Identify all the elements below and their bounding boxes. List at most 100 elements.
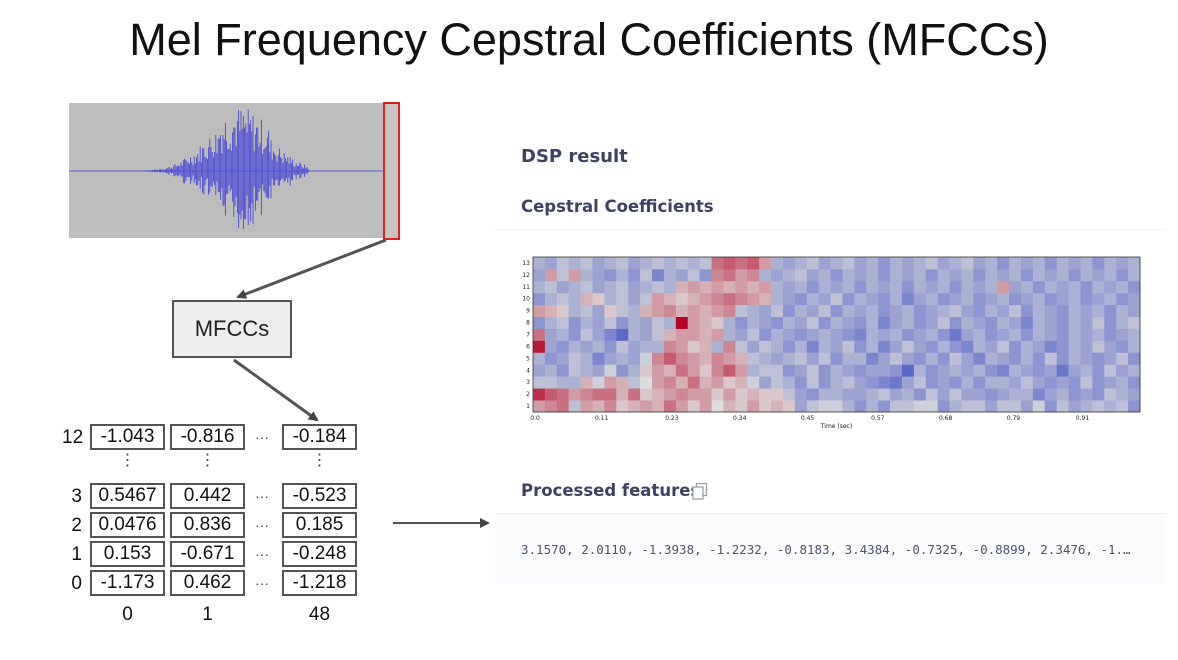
heatmap-cell	[949, 400, 962, 413]
heatmap-cell	[544, 268, 558, 282]
heatmap-cell	[652, 304, 665, 318]
heatmap-cell	[1104, 316, 1117, 329]
heatmap-cell	[997, 292, 1010, 306]
heatmap-cell	[544, 257, 558, 270]
heatmap-cell	[735, 376, 748, 389]
heatmap-cell	[759, 268, 772, 282]
heatmap-cell	[675, 388, 689, 401]
heatmap-cell	[723, 328, 736, 341]
heatmap-cell	[711, 316, 724, 329]
heatmap-cell	[890, 400, 903, 413]
heatmap-cell	[901, 328, 915, 341]
heatmap-cell	[1044, 352, 1058, 365]
heatmap-cell	[652, 328, 665, 341]
heatmap-cell	[1080, 257, 1093, 270]
matrix-row-label: 3	[71, 486, 82, 507]
heatmap-cell	[663, 388, 677, 401]
heatmap-cell	[723, 316, 736, 329]
heatmap-cell	[925, 388, 939, 401]
heatmap-cell	[568, 400, 582, 413]
heatmap-cell	[747, 304, 760, 318]
heatmap-cell	[937, 280, 950, 294]
heatmap-cell	[735, 364, 748, 377]
heatmap-cell	[699, 280, 712, 294]
heatmap-cell	[568, 304, 582, 318]
heatmap-cell	[913, 376, 927, 389]
heatmap-cell	[747, 376, 760, 389]
heatmap-cell	[866, 328, 879, 341]
heatmap-cell	[1009, 376, 1022, 389]
heatmap-cell	[1044, 340, 1058, 353]
heatmap-cell	[675, 280, 689, 294]
heatmap-cell	[663, 280, 677, 294]
heatmap-cell	[890, 340, 903, 353]
heatmap-cell	[890, 364, 903, 377]
heatmap-cell	[663, 257, 677, 270]
heatmap-cell	[687, 316, 701, 329]
heatmap-cell	[759, 316, 772, 329]
heatmap-cell	[1032, 364, 1046, 377]
heatmap-cell	[580, 400, 593, 413]
copy-icon[interactable]	[692, 482, 708, 501]
heatmap-cell	[842, 364, 855, 377]
heatmap-cell	[1032, 352, 1046, 365]
heatmap-cell	[1128, 268, 1141, 282]
heatmap-cell	[699, 364, 712, 377]
matrix-cell: -0.523	[282, 483, 357, 509]
heatmap-cell	[961, 304, 974, 318]
heatmap-cell	[1068, 376, 1081, 389]
heatmap-cell	[830, 257, 843, 270]
heatmap-cell	[937, 316, 950, 329]
heatmap-cell	[949, 376, 962, 389]
heatmap-cell	[533, 328, 546, 341]
heatmap-cell	[854, 352, 867, 365]
heatmap-cell	[1009, 304, 1022, 318]
heatmap-cell	[687, 340, 701, 353]
heatmap-cell	[1128, 376, 1141, 389]
heatmap-cell	[711, 328, 724, 341]
heatmap-cell	[806, 400, 820, 413]
heatmap-cell	[997, 400, 1010, 413]
heatmap-cell	[806, 292, 820, 306]
heatmap-cell	[735, 400, 748, 413]
heatmap-cell	[782, 376, 796, 389]
heatmap-cell	[663, 340, 677, 353]
heatmap-cell	[901, 304, 915, 318]
heatmap-cell	[794, 268, 808, 282]
heatmap-cell	[842, 340, 855, 353]
heatmap-cell	[628, 292, 641, 306]
mfcc-box: MFCCs	[172, 300, 292, 358]
heatmap-cell	[628, 316, 641, 329]
heatmap-cell	[580, 268, 593, 282]
matrix-cell: -0.248	[282, 541, 357, 567]
heatmap-cell	[604, 316, 617, 329]
heatmap-cell	[782, 257, 796, 270]
heatmap-cell	[640, 364, 653, 377]
heatmap-cell	[1128, 364, 1141, 377]
heatmap-cell	[1068, 328, 1081, 341]
heatmap-cell	[985, 257, 998, 270]
heatmap-cell	[913, 364, 927, 377]
heatmap-cell	[640, 304, 653, 318]
heatmap-cell	[973, 364, 986, 377]
heatmap-cell	[616, 316, 629, 329]
heatmap-cell	[580, 340, 593, 353]
heatmap-cell	[687, 292, 701, 306]
heatmap-cell	[1009, 328, 1022, 341]
processed-features-heading: Processed features	[521, 481, 701, 500]
heatmap-cell	[592, 292, 605, 306]
heatmap-cell	[592, 364, 605, 377]
heatmap-cell	[1020, 340, 1034, 353]
heatmap-cell	[592, 280, 605, 294]
heatmap-cell	[1020, 400, 1034, 413]
heatmap-cell	[759, 280, 772, 294]
heatmap-cell	[890, 376, 903, 389]
heatmap-cell	[687, 268, 701, 282]
heatmap-cell	[580, 328, 593, 341]
heatmap-cell	[1104, 268, 1117, 282]
matrix-cell: -1.173	[90, 570, 165, 596]
heatmap-cell	[604, 376, 617, 389]
heatmap-cell	[1080, 364, 1093, 377]
heatmap-cell	[675, 364, 689, 377]
heatmap-cell	[949, 340, 962, 353]
